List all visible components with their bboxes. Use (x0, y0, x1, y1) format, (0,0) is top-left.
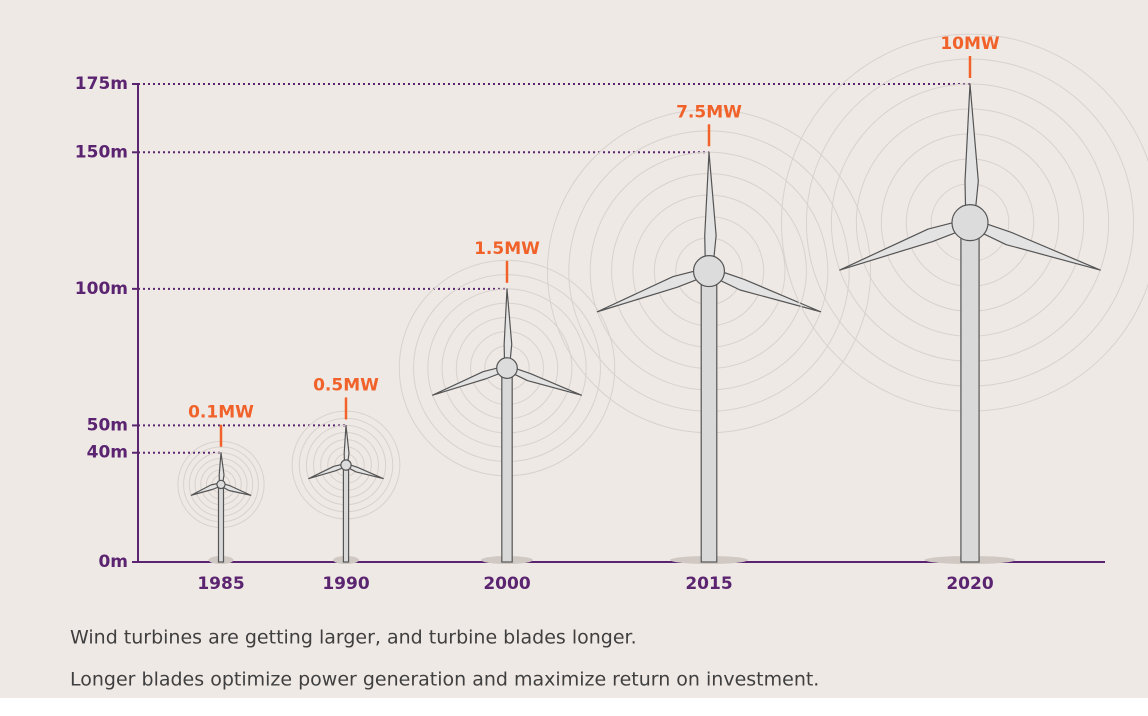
y-tick-label: 40m (87, 443, 128, 463)
tower (502, 368, 512, 562)
power-label: 10MW (940, 34, 1000, 54)
x-tick-label: 2020 (946, 574, 993, 594)
y-tick-label: 100m (75, 279, 128, 299)
power-label: 0.1MW (188, 403, 254, 423)
y-tick-label: 50m (87, 415, 128, 435)
hub (497, 358, 518, 379)
tower (701, 271, 717, 562)
y-tick-label: 0m (98, 552, 128, 572)
chart: Wind turbines are getting larger, and tu… (0, 0, 1148, 716)
power-label: 0.5MW (313, 375, 379, 395)
hub (952, 205, 988, 241)
hub (694, 256, 725, 287)
x-tick-label: 2000 (483, 574, 530, 594)
power-label: 7.5MW (676, 102, 742, 122)
x-tick-label: 1985 (197, 574, 244, 594)
note: Longer blades optimize power generation … (70, 669, 819, 691)
x-tick-label: 1990 (322, 574, 369, 594)
x-tick-label: 2015 (685, 574, 732, 594)
hub (217, 480, 225, 488)
note: Wind turbines are getting larger, and tu… (70, 627, 637, 649)
y-tick-label: 175m (75, 74, 128, 94)
power-label: 1.5MW (474, 239, 540, 259)
tower (961, 223, 979, 562)
hub (341, 460, 351, 470)
tower (343, 465, 348, 562)
tower (219, 484, 224, 562)
y-tick-label: 150m (75, 142, 128, 162)
